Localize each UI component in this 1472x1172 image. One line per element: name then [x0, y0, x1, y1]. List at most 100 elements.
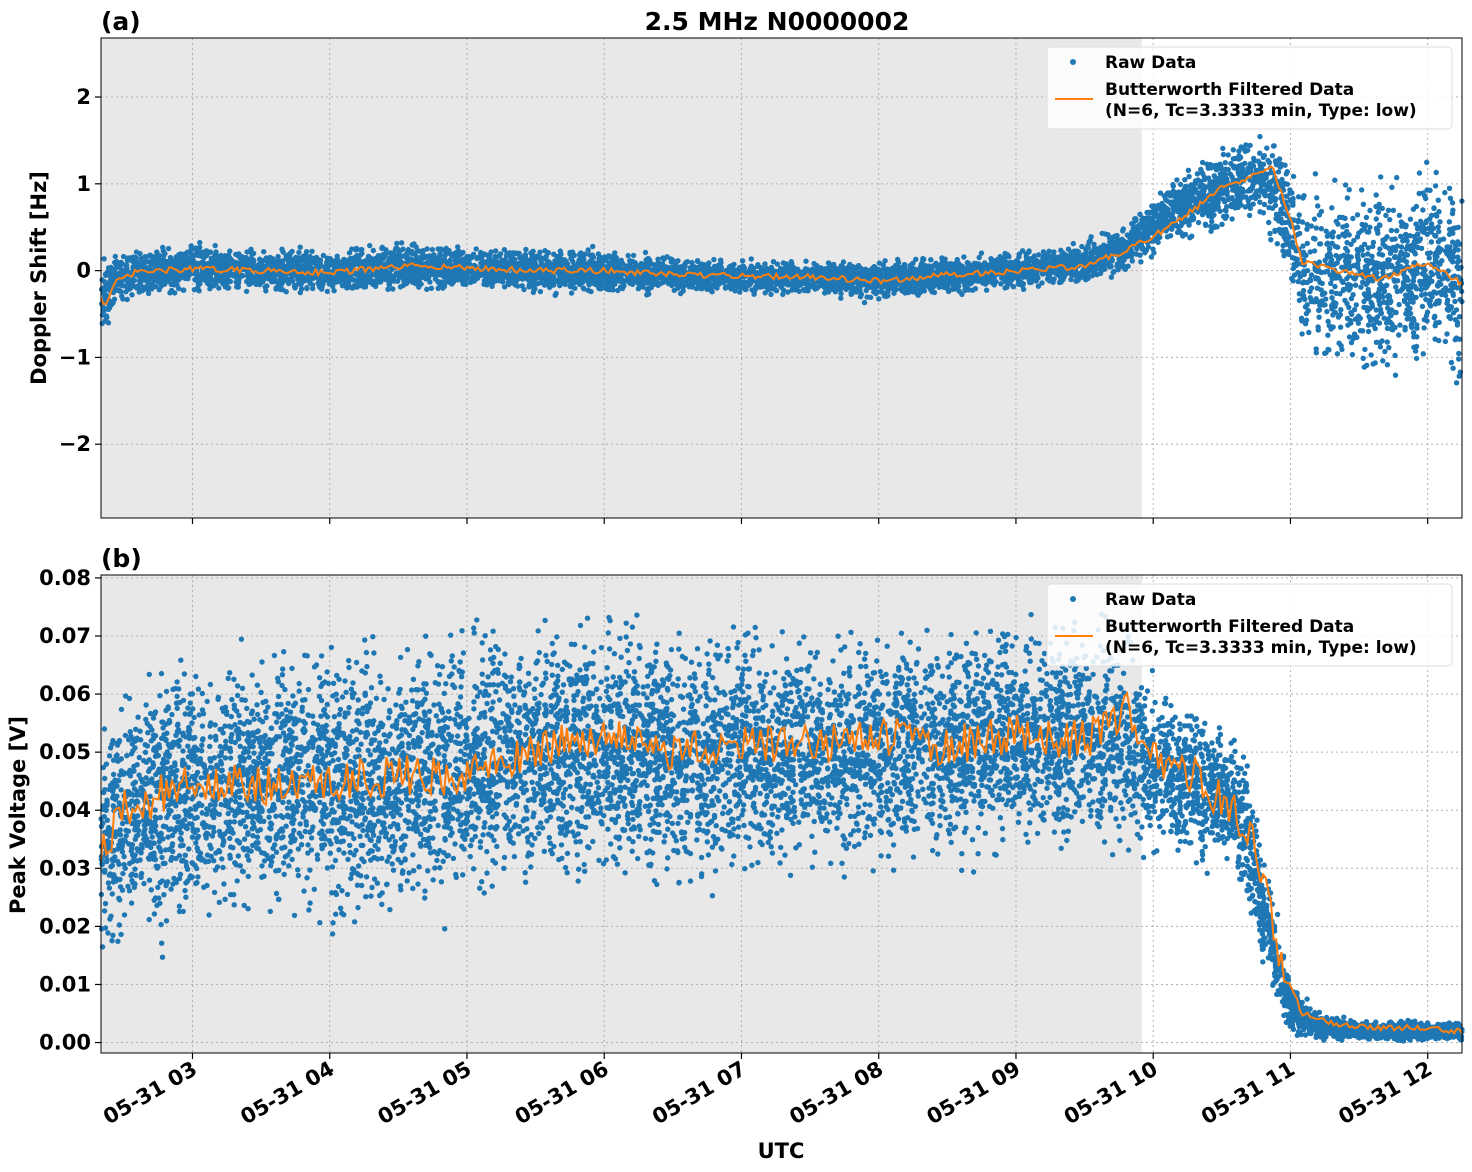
raw-data-point [1177, 181, 1184, 188]
raw-data-point [530, 248, 536, 254]
raw-data-point [1202, 221, 1209, 227]
raw-data-point [813, 284, 820, 291]
raw-data-point [1344, 195, 1351, 201]
raw-data-point [1339, 214, 1346, 221]
raw-data-point [296, 249, 302, 256]
raw-data-point [803, 258, 809, 264]
raw-data-point [590, 243, 596, 250]
raw-data-point [1257, 133, 1263, 140]
raw-data-point [303, 249, 310, 255]
raw-data-point [1433, 169, 1439, 176]
raw-data-point [1354, 246, 1360, 253]
raw-data-point [1186, 222, 1192, 228]
raw-data-point [401, 278, 407, 284]
raw-data-point [1281, 219, 1288, 226]
raw-data-point [1452, 337, 1458, 343]
raw-data-point [1426, 255, 1432, 261]
raw-data-point [1389, 184, 1395, 190]
raw-data-point [1370, 243, 1376, 250]
raw-data-point [1315, 203, 1321, 209]
raw-data-point [1437, 219, 1443, 225]
raw-data-point [1318, 226, 1325, 232]
raw-data-point [397, 284, 404, 290]
raw-data-point [1366, 229, 1372, 235]
raw-data-point [1301, 269, 1308, 275]
raw-data-point [954, 256, 960, 263]
raw-data-point [1385, 207, 1392, 213]
raw-data-point [1322, 269, 1328, 275]
raw-data-point [928, 257, 934, 263]
raw-data-point [1301, 279, 1307, 285]
raw-data-point [1413, 286, 1420, 292]
raw-data-point [1070, 240, 1077, 247]
raw-data-point [261, 249, 267, 255]
raw-data-point [1325, 332, 1331, 338]
raw-data-point [1316, 307, 1323, 313]
raw-data-point [1454, 264, 1460, 270]
raw-data-point [429, 246, 436, 253]
raw-data-point [370, 247, 376, 254]
raw-data-point [1344, 239, 1350, 246]
raw-data-point [1182, 177, 1188, 183]
raw-data-point [1367, 207, 1373, 214]
raw-data-point [1450, 292, 1457, 299]
raw-data-point [1132, 216, 1139, 222]
raw-data-point [1420, 207, 1426, 213]
raw-data-point [1390, 207, 1397, 213]
raw-data-point [112, 253, 119, 260]
raw-data-point [774, 261, 781, 267]
raw-data-point [1360, 252, 1366, 258]
raw-data-point [1417, 218, 1424, 224]
raw-data-point [1418, 292, 1425, 298]
raw-data-point [1332, 310, 1339, 316]
raw-data-point [1185, 167, 1192, 173]
raw-data-point [1159, 200, 1165, 207]
raw-data-point [1388, 227, 1395, 234]
raw-data-point [1381, 264, 1387, 270]
raw-data-point [1392, 372, 1399, 378]
raw-data-point [1275, 169, 1282, 175]
raw-data-point [167, 254, 174, 261]
raw-data-point [1372, 360, 1378, 366]
raw-data-point [1383, 212, 1389, 219]
raw-data-point [160, 244, 166, 251]
raw-data-point [1365, 322, 1372, 328]
raw-data-point [1307, 288, 1313, 295]
raw-data-point [1329, 289, 1335, 295]
raw-data-point [225, 285, 232, 291]
raw-data-point [103, 313, 110, 319]
raw-data-point [822, 290, 828, 296]
raw-data-point [1339, 278, 1345, 284]
raw-data-point [1220, 196, 1226, 202]
raw-data-point [1402, 251, 1409, 257]
raw-data-point [1287, 187, 1293, 193]
raw-data-point [577, 260, 583, 266]
raw-data-point [1155, 239, 1161, 245]
raw-data-point [1446, 185, 1453, 191]
raw-data-point [136, 273, 142, 280]
raw-data-point [1446, 219, 1453, 225]
raw-data-point [537, 288, 544, 295]
raw-data-point [1456, 356, 1462, 362]
raw-data-point [1347, 263, 1354, 269]
raw-data-point [1442, 189, 1448, 196]
raw-data-point [101, 256, 107, 262]
raw-data-point [876, 260, 883, 266]
raw-data-point [1304, 302, 1310, 308]
raw-data-point [1142, 250, 1148, 256]
raw-data-point [161, 253, 167, 259]
raw-data-point [1387, 250, 1394, 256]
raw-data-point [1453, 380, 1460, 386]
raw-data-point [804, 266, 810, 272]
raw-data-point [788, 259, 794, 265]
raw-data-point [1362, 346, 1368, 353]
raw-data-point [1307, 249, 1314, 255]
raw-data-point [1319, 291, 1326, 298]
raw-data-point [1195, 219, 1202, 226]
raw-data-point [1360, 201, 1367, 207]
raw-data-point [1246, 212, 1253, 219]
raw-data-point [1361, 364, 1368, 370]
raw-data-point [961, 254, 967, 260]
